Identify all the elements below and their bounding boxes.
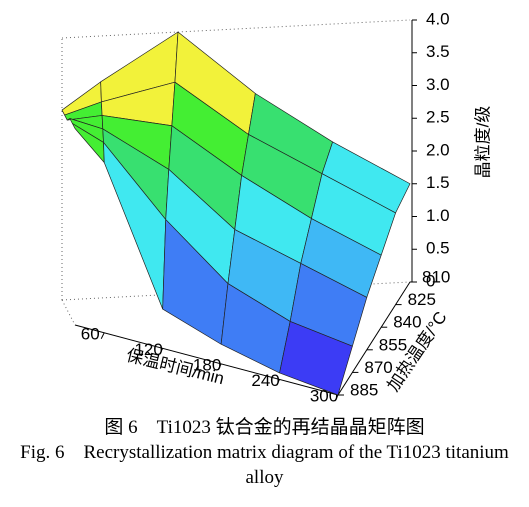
x-tick [217, 363, 222, 371]
x-tick-label: 240 [251, 371, 279, 390]
x-tick [276, 379, 281, 386]
z-tick-label: 0.5 [426, 239, 450, 258]
z-tick-label: 3.5 [426, 42, 450, 61]
caption-zh: 图 6 Ti1023 钛合金的再结晶晶矩阵图 [104, 417, 425, 438]
x-axis [74, 324, 339, 396]
y-tick-label: 885 [350, 380, 378, 399]
z-tick-label: 0 [426, 271, 435, 290]
y-tick-label: 855 [379, 335, 407, 354]
z-tick-label: 3.0 [426, 75, 450, 94]
y-tick-label: 825 [408, 290, 436, 309]
z-tick-label: 1.0 [426, 206, 450, 225]
y-tick-label: 840 [393, 313, 421, 332]
x-tick-label: 180 [193, 355, 221, 374]
z-tick-label: 4.0 [426, 9, 450, 28]
z-tick-label: 1.5 [426, 173, 450, 192]
z-tick-label: 2.5 [426, 108, 450, 127]
x-tick [100, 332, 105, 340]
surface-patch [279, 321, 353, 396]
x-tick [334, 394, 339, 402]
z-tick-label: 2.0 [426, 140, 450, 159]
x-tick [159, 348, 164, 355]
y-tick-label: 810 [422, 267, 450, 286]
caption-en: Fig. 6 Recrystallization matrix diagram … [20, 442, 509, 488]
box-edge [61, 299, 76, 326]
x-tick-label: 120 [134, 340, 162, 359]
x-tick-label: 60 [81, 324, 100, 343]
y-axis [337, 281, 411, 396]
y-tick-label: 870 [364, 358, 392, 377]
z-axis-label: 晶粒度/级 [473, 106, 492, 179]
box-edge [61, 19, 411, 39]
chart: 保温时间/min 加热温度/°C 晶粒度/级 00.51.01.52.02.53… [61, 9, 492, 405]
